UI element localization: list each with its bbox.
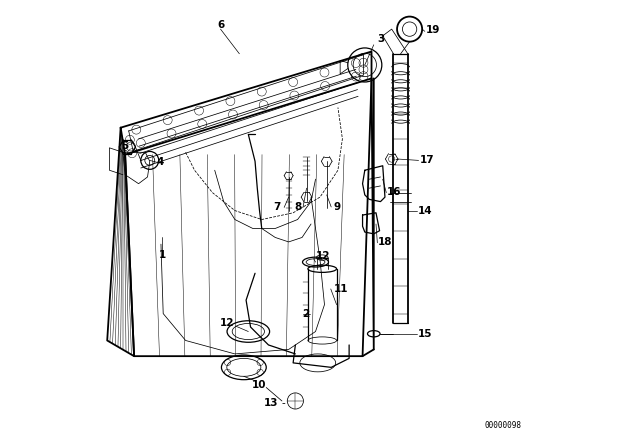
Text: 4: 4: [156, 157, 164, 167]
Text: 7: 7: [274, 202, 281, 212]
Text: 3: 3: [378, 34, 385, 44]
Text: 5: 5: [122, 141, 129, 151]
Text: 18: 18: [378, 237, 393, 247]
Text: 15: 15: [418, 329, 432, 339]
Text: 10: 10: [252, 380, 267, 390]
Text: 16: 16: [387, 187, 402, 197]
Text: 12: 12: [220, 319, 234, 328]
Text: 11: 11: [333, 284, 348, 294]
Text: 17: 17: [419, 155, 434, 165]
Text: 8: 8: [294, 202, 301, 212]
Text: 19: 19: [426, 26, 440, 35]
Text: 12: 12: [316, 251, 330, 261]
Text: 00000098: 00000098: [484, 421, 522, 430]
Text: 6: 6: [217, 20, 224, 30]
Text: 9: 9: [333, 202, 340, 212]
Text: 1: 1: [159, 250, 166, 260]
Text: 14: 14: [418, 206, 432, 215]
Text: -: -: [282, 398, 285, 408]
Text: 13: 13: [264, 398, 279, 408]
Text: 2: 2: [303, 309, 310, 319]
